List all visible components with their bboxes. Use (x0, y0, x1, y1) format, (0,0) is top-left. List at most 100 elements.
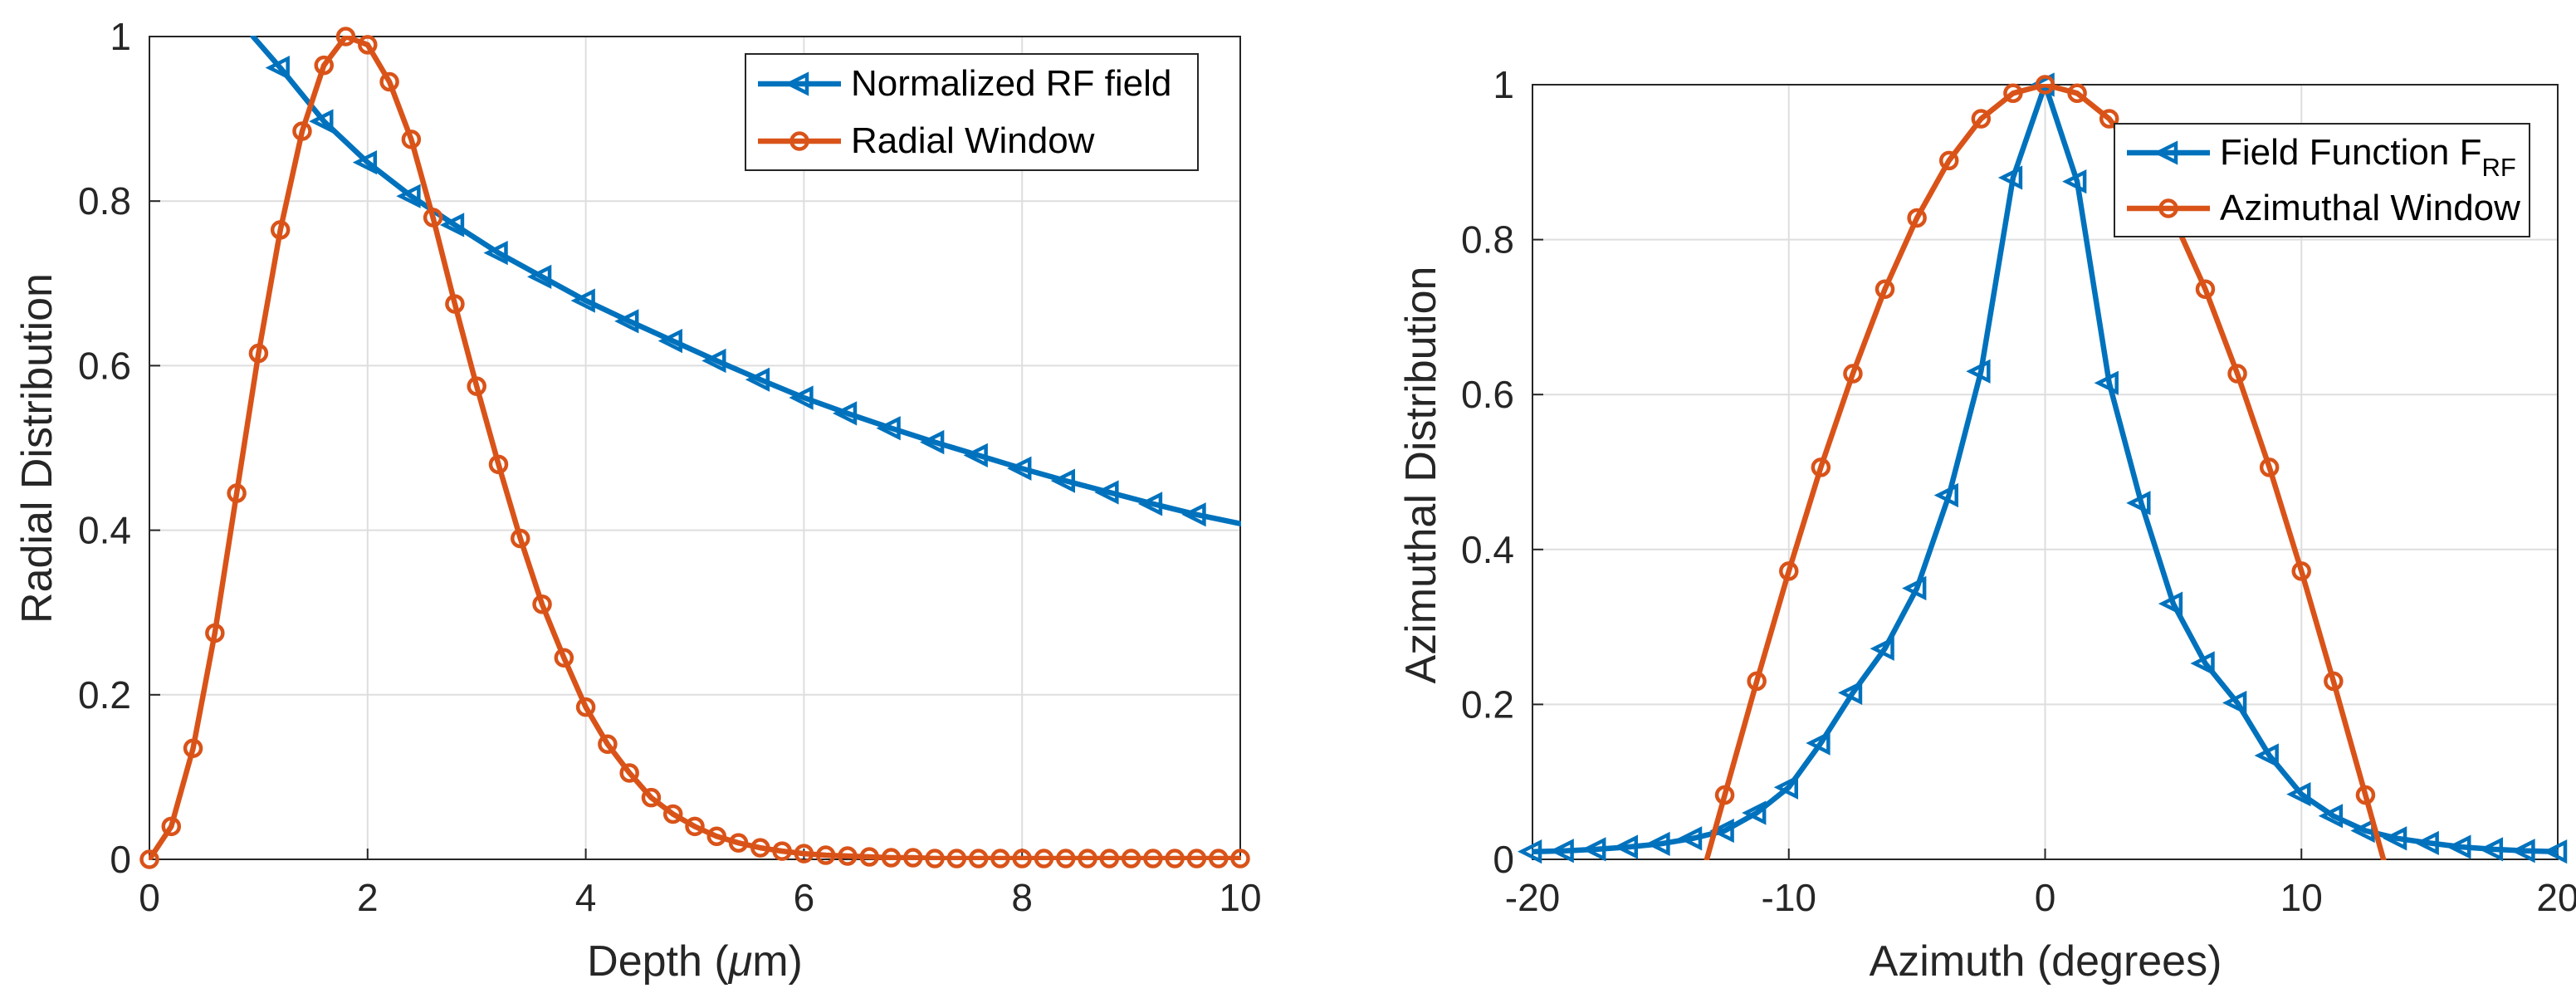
circle-marker (1012, 849, 1032, 868)
series-markers-field-function-f-rf (1517, 72, 2568, 864)
circle-marker (903, 848, 923, 868)
circle-marker (706, 826, 727, 847)
y-tick-label: 0.4 (78, 509, 131, 552)
radial-chart: 0 2 4 6 8 10 0 0.2 0.4 0.6 0.8 1 (78, 15, 1262, 919)
circle-marker (270, 220, 291, 240)
circle-marker (1875, 279, 1895, 300)
y-tick-label: 0.2 (78, 673, 131, 717)
left-triangle-marker (439, 213, 465, 237)
circle-marker (445, 294, 465, 314)
left-triangle-marker (1709, 818, 1734, 844)
circle-marker (815, 845, 836, 865)
radial-y-axis-label: Radial Distribution (13, 273, 61, 624)
circle-marker (379, 71, 399, 92)
circle-marker (488, 454, 509, 475)
legend-label: Azimuthal Window (2220, 187, 2520, 228)
left-triangle-marker (1517, 839, 1542, 864)
left-triangle-marker (745, 367, 770, 392)
x-tick-label: 0 (139, 876, 160, 919)
circle-marker (968, 849, 989, 868)
left-triangle-marker (1806, 731, 1831, 756)
left-triangle-marker (2126, 491, 2151, 516)
left-triangle-marker (1094, 480, 1119, 505)
circle-marker (881, 848, 902, 868)
circle-marker (358, 35, 378, 55)
legend-entry-azimuthal-window: Azimuthal Window (2115, 180, 2529, 236)
legend-label: Radial Window (851, 120, 1095, 161)
xlabel-text: m) (752, 937, 803, 986)
circle-marker (1165, 849, 1185, 868)
x-tick-label: -20 (1505, 876, 1560, 919)
left-triangle-marker (1613, 834, 1639, 859)
y-tick-label: 0 (110, 838, 131, 881)
circle-marker (1714, 785, 1735, 805)
circle-marker (1747, 671, 1767, 692)
x-tick-label: 20 (2536, 876, 2576, 919)
circle-marker (2195, 279, 2216, 300)
blue-line-triangle-sample (2127, 139, 2210, 165)
circle-marker (1907, 208, 1927, 228)
azimuthal-x-axis-label: Azimuth (degrees) (1869, 937, 2222, 986)
left-triangle-marker (265, 56, 290, 81)
left-triangle-marker (2190, 651, 2215, 676)
circle-marker (662, 804, 683, 824)
y-tick-label: 0.4 (1461, 528, 1514, 571)
left-triangle-marker (1773, 775, 1798, 800)
left-triangle-marker (2414, 830, 2439, 856)
circle-marker (161, 816, 182, 837)
circle-marker (2355, 785, 2376, 805)
left-triangle-marker (2383, 826, 2407, 851)
circle-marker (554, 648, 574, 668)
x-tick-label: 4 (575, 876, 597, 919)
x-tick-label: 2 (357, 876, 379, 919)
circle-marker (575, 697, 596, 717)
circle-marker (511, 528, 530, 549)
y-tick-label: 0.2 (1461, 682, 1514, 726)
circle-marker (619, 763, 639, 783)
series-markers-radial-window (139, 27, 1250, 869)
x-tick-label: 10 (1219, 876, 1261, 919)
y-tick-label: 0.6 (78, 344, 131, 387)
legend-azimuthal: Field Function FRF Azimuthal Window (2114, 123, 2530, 237)
left-triangle-marker (1677, 826, 1703, 851)
left-triangle-marker (1997, 165, 2023, 190)
left-triangle-marker (2062, 169, 2087, 194)
x-tick-label: 0 (2035, 876, 2056, 919)
circle-marker (2099, 109, 2119, 129)
circle-marker (2067, 83, 2087, 104)
circle-marker (772, 841, 792, 861)
circle-marker (750, 838, 770, 858)
legend-entry-radial-window: Radial Window (746, 112, 1197, 169)
left-triangle-marker (1837, 680, 1863, 706)
circle-marker (794, 844, 814, 863)
legend-entry-field-function: Field Function FRF (2115, 125, 2529, 182)
left-triangle-marker (2094, 370, 2119, 395)
left-triangle-marker (789, 385, 814, 410)
circle-marker (1938, 150, 1959, 171)
circle-marker (685, 816, 705, 837)
series-line-azimuthal-window (1703, 84, 2387, 860)
left-triangle-marker (396, 183, 421, 208)
circle-marker (139, 849, 159, 869)
circle-marker (1186, 849, 1207, 868)
orange-line-circle-sample (758, 130, 841, 151)
circle-marker (838, 846, 858, 866)
left-triangle-marker (2446, 834, 2471, 859)
left-triangle-marker (1870, 636, 1894, 661)
circle-marker (335, 27, 356, 46)
y-tick-label: 1 (110, 15, 131, 58)
circle-marker (641, 787, 662, 808)
left-triangle-marker (1966, 359, 1991, 384)
circle-marker (314, 55, 334, 76)
circle-marker (2035, 75, 2055, 95)
left-triangle-marker (657, 329, 682, 354)
left-triangle-marker (1902, 575, 1927, 601)
y-tick-label: 0 (1493, 838, 1514, 881)
circle-marker (1779, 561, 1799, 581)
left-triangle-marker (1050, 468, 1076, 493)
circle-marker (1230, 849, 1250, 868)
series-markers-normalized-rf-field (265, 56, 1206, 527)
circle-marker (1078, 849, 1097, 868)
left-triangle-marker (963, 443, 988, 468)
circle-marker (1099, 849, 1120, 868)
